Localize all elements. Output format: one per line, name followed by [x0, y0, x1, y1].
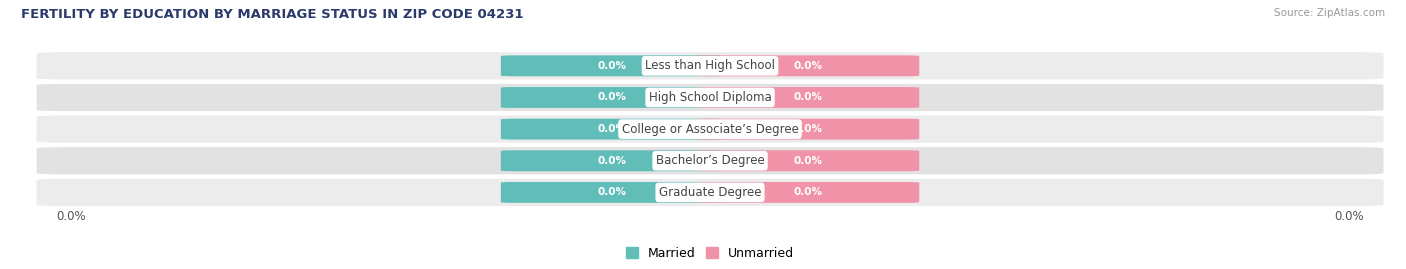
FancyBboxPatch shape — [501, 150, 723, 171]
Text: 0.0%: 0.0% — [598, 124, 627, 134]
FancyBboxPatch shape — [37, 115, 1384, 143]
Text: Bachelor’s Degree: Bachelor’s Degree — [655, 154, 765, 167]
FancyBboxPatch shape — [697, 150, 920, 171]
Text: 0.0%: 0.0% — [793, 93, 823, 102]
Text: 0.0%: 0.0% — [793, 61, 823, 71]
Text: High School Diploma: High School Diploma — [648, 91, 772, 104]
Text: FERTILITY BY EDUCATION BY MARRIAGE STATUS IN ZIP CODE 04231: FERTILITY BY EDUCATION BY MARRIAGE STATU… — [21, 8, 523, 21]
Text: 0.0%: 0.0% — [598, 187, 627, 197]
Text: 0.0%: 0.0% — [793, 187, 823, 197]
FancyBboxPatch shape — [697, 55, 920, 76]
FancyBboxPatch shape — [37, 147, 1384, 174]
Text: Less than High School: Less than High School — [645, 59, 775, 72]
FancyBboxPatch shape — [697, 87, 920, 108]
FancyBboxPatch shape — [37, 84, 1384, 111]
Text: College or Associate’s Degree: College or Associate’s Degree — [621, 123, 799, 136]
Text: 0.0%: 0.0% — [1334, 210, 1364, 223]
Text: Source: ZipAtlas.com: Source: ZipAtlas.com — [1274, 8, 1385, 18]
Text: Graduate Degree: Graduate Degree — [659, 186, 761, 199]
FancyBboxPatch shape — [501, 55, 723, 76]
FancyBboxPatch shape — [697, 119, 920, 140]
Text: 0.0%: 0.0% — [598, 156, 627, 166]
FancyBboxPatch shape — [697, 182, 920, 203]
Legend: Married, Unmarried: Married, Unmarried — [620, 242, 800, 265]
FancyBboxPatch shape — [37, 52, 1384, 79]
FancyBboxPatch shape — [501, 182, 723, 203]
FancyBboxPatch shape — [37, 179, 1384, 206]
Text: 0.0%: 0.0% — [793, 156, 823, 166]
FancyBboxPatch shape — [501, 119, 723, 140]
Text: 0.0%: 0.0% — [793, 124, 823, 134]
Text: 0.0%: 0.0% — [598, 61, 627, 71]
Text: 0.0%: 0.0% — [56, 210, 86, 223]
FancyBboxPatch shape — [501, 87, 723, 108]
Text: 0.0%: 0.0% — [598, 93, 627, 102]
